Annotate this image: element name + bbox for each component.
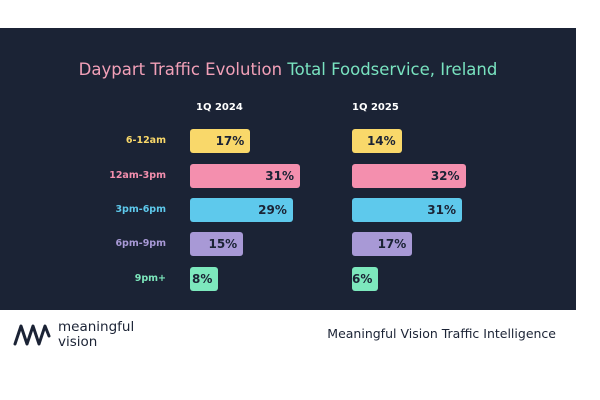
bar-value-label: 6% [352,272,373,286]
brand-line-2: vision [58,334,98,350]
bar-value-label: 8% [192,272,213,286]
brand-line-1: meaningful [58,319,135,335]
category-label: 3pm-6pm [115,204,166,215]
bar-value-label: 32% [430,169,460,183]
bar-value-label: 15% [208,237,238,251]
title-part-1: Daypart Traffic Evolution [78,60,283,79]
bar [190,267,219,291]
category-label: 6-12am [125,135,166,146]
bar [190,232,244,256]
meaningful-vision-logo-icon [13,324,51,346]
bar-value-label: 17% [215,134,245,148]
category-label: 9pm+ [134,273,166,284]
chart-title: Daypart Traffic Evolution Total Foodserv… [0,60,576,79]
bar-value-label: 31% [265,169,294,183]
bar-value-label: 14% [366,134,396,148]
bar [352,198,462,222]
report-title: Meaningful Vision Traffic Intelligence [327,326,556,341]
footer: meaningful vision Meaningful Vision Traf… [0,310,576,357]
bar [352,232,413,256]
bar [352,164,466,188]
bar [352,129,402,153]
category-label: 12am-3pm [109,170,166,181]
series-header-2024: 1Q 2024 [196,102,243,113]
bar [352,267,378,291]
bar-value-label: 31% [427,203,456,217]
title-part-2: Total Foodservice, Ireland [287,60,498,79]
chart-card: Daypart Traffic Evolution Total Foodserv… [0,28,576,310]
bar [190,164,300,188]
brand-name: meaningful vision [58,320,134,350]
bar [190,198,293,222]
bar-value-label: 17% [377,237,407,251]
series-header-2025: 1Q 2025 [352,102,399,113]
bar [190,129,251,153]
category-label: 6pm-9pm [115,238,166,249]
bar-value-label: 29% [258,203,287,217]
